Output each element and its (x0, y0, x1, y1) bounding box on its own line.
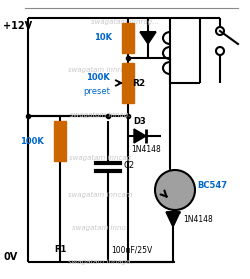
Bar (122, 23, 134, 53)
Text: D3: D3 (133, 117, 146, 126)
Text: 1N4148: 1N4148 (131, 146, 161, 155)
Polygon shape (134, 129, 146, 143)
Bar (122, 63, 134, 103)
Text: 100uF/25V: 100uF/25V (111, 246, 152, 254)
Text: 0V: 0V (3, 252, 17, 262)
Text: C2: C2 (123, 160, 134, 170)
Text: preset: preset (83, 86, 110, 95)
Text: 1N4148: 1N4148 (183, 215, 213, 225)
Text: swagatam innaga.: swagatam innaga. (68, 259, 132, 265)
Text: BC547: BC547 (197, 181, 227, 189)
Text: swagatam innrag.: swagatam innrag. (68, 67, 132, 73)
Text: R1: R1 (54, 246, 66, 254)
Text: +12V: +12V (3, 21, 32, 31)
Text: R2: R2 (132, 78, 145, 88)
Polygon shape (166, 212, 180, 227)
Circle shape (155, 170, 195, 210)
Polygon shape (140, 32, 156, 44)
Bar (54, 121, 66, 161)
Text: swagatam innag.: swagatam innag. (70, 112, 130, 118)
Text: 100K: 100K (86, 73, 110, 83)
Text: swagatam inncam: swagatam inncam (68, 192, 132, 198)
Text: 10K: 10K (94, 33, 112, 42)
Text: swagatam innrag...: swagatam innrag... (91, 19, 159, 25)
Text: swagatam inno.: swagatam inno. (72, 225, 128, 231)
Text: swagatam inncag: swagatam inncag (69, 155, 131, 161)
Text: 100K: 100K (20, 136, 44, 146)
